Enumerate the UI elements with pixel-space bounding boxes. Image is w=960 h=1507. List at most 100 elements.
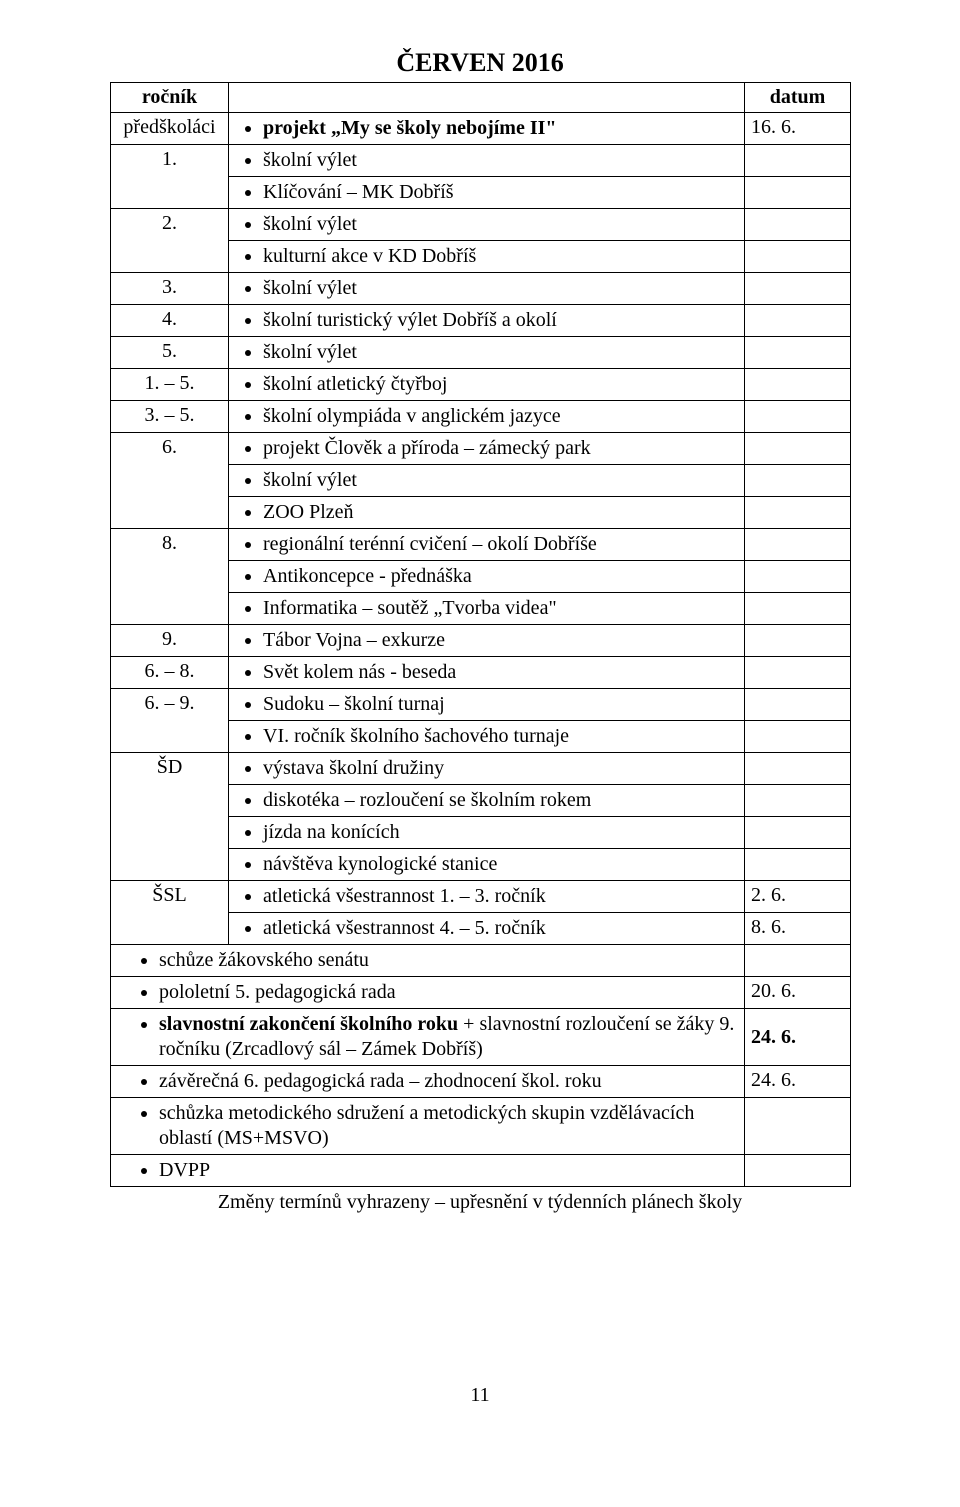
table-row: závěrečná 6. pedagogická rada – zhodnoce… [111, 1066, 851, 1098]
cell-date [745, 177, 851, 209]
cell-activity: ZOO Plzeň [229, 497, 745, 529]
table-row: 6. – 8. Svět kolem nás - beseda [111, 657, 851, 689]
cell-activity-wide: pololetní 5. pedagogická rada [111, 977, 745, 1009]
table-row: 6. – 9. Sudoku – školní turnaj [111, 689, 851, 721]
activity-item: Antikoncepce - přednáška [263, 563, 738, 590]
cell-grade: 6. – 8. [111, 657, 229, 689]
cell-activity: diskotéka – rozloučení se školním rokem [229, 785, 745, 817]
cell-date [745, 849, 851, 881]
activity-item: slavnostní zakončení školního roku + sla… [159, 1011, 738, 1063]
cell-activity: školní výlet [229, 273, 745, 305]
activity-item: školní výlet [263, 339, 738, 366]
hdr-rocnik: ročník [111, 83, 229, 113]
activity-item: ZOO Plzeň [263, 499, 738, 526]
cell-activity-wide: schůze žákovského senátu [111, 945, 745, 977]
page-title: ČERVEN 2016 [110, 48, 850, 78]
table-row: 4. školní turistický výlet Dobříš a okol… [111, 305, 851, 337]
table-row: 8. regionální terénní cvičení – okolí Do… [111, 529, 851, 561]
table-row: 2. školní výlet [111, 209, 851, 241]
cell-activity: Svět kolem nás - beseda [229, 657, 745, 689]
table-row: 1. školní výlet [111, 145, 851, 177]
cell-date [745, 369, 851, 401]
cell-date [745, 241, 851, 273]
cell-date: 24. 6. [745, 1066, 851, 1098]
cell-grade: 3. – 5. [111, 401, 229, 433]
table-row: schůze žákovského senátu [111, 945, 851, 977]
activity-item: regionální terénní cvičení – okolí Dobří… [263, 531, 738, 558]
activity-item: závěrečná 6. pedagogická rada – zhodnoce… [159, 1068, 738, 1095]
cell-activity: výstava školní družiny [229, 753, 745, 785]
cell-date [745, 209, 851, 241]
activity-item: školní olympiáda v anglickém jazyce [263, 403, 738, 430]
table-header-row: ročník datum [111, 83, 851, 113]
activity-item: Klíčování – MK Dobříš [263, 179, 738, 206]
cell-activity: jízda na konících [229, 817, 745, 849]
cell-grade: 1. [111, 145, 229, 209]
activity-item: školní výlet [263, 467, 738, 494]
cell-date [745, 465, 851, 497]
cell-activity: školní turistický výlet Dobříš a okolí [229, 305, 745, 337]
activity-item: pololetní 5. pedagogická rada [159, 979, 738, 1006]
cell-grade: předškoláci [111, 113, 229, 145]
cell-date: 8. 6. [745, 913, 851, 945]
cell-date [745, 593, 851, 625]
table-row: DVPP [111, 1155, 851, 1187]
cell-date [745, 785, 851, 817]
cell-activity: Informatika – soutěž „Tvorba videa" [229, 593, 745, 625]
cell-activity: atletická všestrannost 4. – 5. ročník [229, 913, 745, 945]
table-row: 5. školní výlet [111, 337, 851, 369]
activity-item: VI. ročník školního šachového turnaje [263, 723, 738, 750]
cell-date [745, 625, 851, 657]
cell-date: 24. 6. [745, 1009, 851, 1066]
cell-date [745, 337, 851, 369]
cell-date [745, 145, 851, 177]
cell-date: 20. 6. [745, 977, 851, 1009]
activity-item: kulturní akce v KD Dobříš [263, 243, 738, 270]
cell-activity: Sudoku – školní turnaj [229, 689, 745, 721]
activity-item: atletická všestrannost 4. – 5. ročník [263, 915, 738, 942]
cell-activity-wide: závěrečná 6. pedagogická rada – zhodnoce… [111, 1066, 745, 1098]
cell-grade: 6. [111, 433, 229, 529]
table-row: ŠD výstava školní družiny [111, 753, 851, 785]
cell-grade: ŠSL [111, 881, 229, 945]
cell-grade: 9. [111, 625, 229, 657]
cell-date [745, 529, 851, 561]
cell-grade: 2. [111, 209, 229, 273]
cell-date [745, 273, 851, 305]
cell-activity: Tábor Vojna – exkurze [229, 625, 745, 657]
activity-item: výstava školní družiny [263, 755, 738, 782]
cell-activity: Klíčování – MK Dobříš [229, 177, 745, 209]
cell-activity: Antikoncepce - přednáška [229, 561, 745, 593]
activity-item: školní turistický výlet Dobříš a okolí [263, 307, 738, 334]
cell-grade: 8. [111, 529, 229, 625]
activity-item: diskotéka – rozloučení se školním rokem [263, 787, 738, 814]
activity-item: Tábor Vojna – exkurze [263, 627, 738, 654]
table-row: 3. školní výlet [111, 273, 851, 305]
cell-activity: školní výlet [229, 465, 745, 497]
table-row: 1. – 5. školní atletický čtyřboj [111, 369, 851, 401]
cell-grade: ŠD [111, 753, 229, 881]
cell-activity: školní výlet [229, 337, 745, 369]
cell-date: 2. 6. [745, 881, 851, 913]
activity-item: školní atletický čtyřboj [263, 371, 738, 398]
cell-activity: školní olympiáda v anglickém jazyce [229, 401, 745, 433]
cell-activity: školní atletický čtyřboj [229, 369, 745, 401]
cell-grade: 1. – 5. [111, 369, 229, 401]
cell-activity: školní výlet [229, 145, 745, 177]
table-row: ŠSL atletická všestrannost 1. – 3. roční… [111, 881, 851, 913]
table-row: schůzka metodického sdružení a metodický… [111, 1098, 851, 1155]
activity-item: schůze žákovského senátu [159, 947, 738, 974]
table-row: 9. Tábor Vojna – exkurze [111, 625, 851, 657]
cell-activity: projekt „My se školy nebojíme II" [229, 113, 745, 145]
activity-item: školní výlet [263, 211, 738, 238]
hdr-datum: datum [745, 83, 851, 113]
table-row: 3. – 5. školní olympiáda v anglickém jaz… [111, 401, 851, 433]
activity-item: jízda na konících [263, 819, 738, 846]
cell-activity-wide: DVPP [111, 1155, 745, 1187]
cell-date [745, 401, 851, 433]
activity-bold: slavnostní zakončení školního roku [159, 1013, 458, 1035]
activity-item: Informatika – soutěž „Tvorba videa" [263, 595, 738, 622]
cell-date [745, 689, 851, 721]
cell-activity: VI. ročník školního šachového turnaje [229, 721, 745, 753]
cell-activity-wide: slavnostní zakončení školního roku + sla… [111, 1009, 745, 1066]
